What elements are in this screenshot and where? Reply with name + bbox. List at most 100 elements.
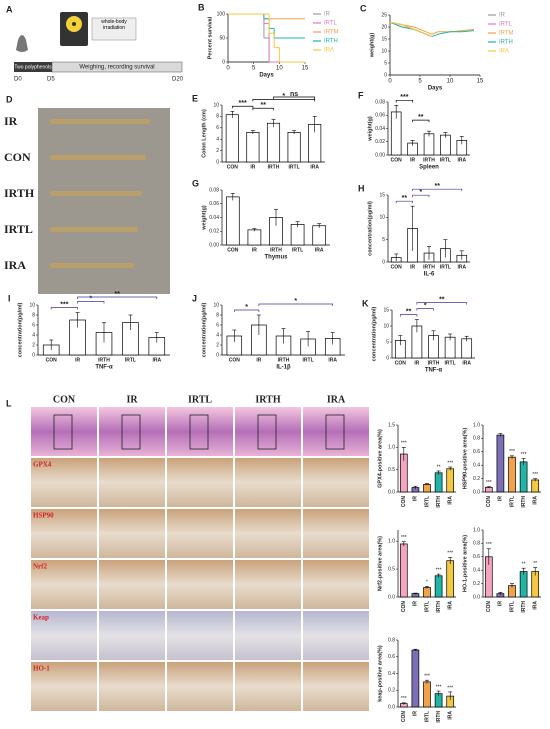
y-tick-label: 5 (386, 339, 389, 345)
y-tick-label: 5 (382, 237, 385, 243)
irradiation-label: whole-body irradiation (101, 19, 127, 31)
x-tick-label: IRTL (292, 247, 303, 253)
y-tick-label: 0 (216, 352, 219, 358)
photo-label: IRA (4, 258, 26, 272)
y-tick-label: 100 (217, 11, 226, 17)
y-tick-label: 0.04 (209, 215, 219, 221)
y-tick-label: 0.5 (388, 467, 395, 473)
y-axis-label: concentration(pg/ml) (201, 302, 207, 357)
y-tick-label: 0 (386, 355, 389, 361)
y-tick-label: 0.8 (388, 637, 395, 643)
panel-label: B (198, 2, 205, 12)
y-tick-label: 1.0 (388, 445, 395, 451)
y-axis-label: HSP90-positive area(%) (462, 428, 468, 490)
bar (287, 132, 301, 163)
day-label: D20 (172, 77, 184, 83)
tissue-image (303, 560, 369, 609)
x-tick-label: IRA (462, 360, 471, 366)
x-tick-label: CON (46, 357, 58, 363)
x-tick-label: IR (414, 360, 419, 366)
x-tick-label: IRTL (424, 711, 430, 722)
x-tick-label: IR (413, 711, 419, 716)
significance: *** (60, 301, 68, 308)
significance: ** (434, 183, 440, 190)
bar (484, 486, 493, 493)
y-tick-label: 1.0 (388, 538, 395, 544)
tissue-image (99, 560, 165, 609)
bar (423, 681, 431, 708)
y-tick-label: 1.5 (388, 422, 395, 428)
colon-strip (50, 263, 134, 268)
bar (531, 479, 540, 493)
photo-label: IRTL (4, 222, 33, 236)
tissue-image (31, 611, 97, 660)
row-label: HSP90 (33, 512, 54, 520)
x-tick-label: 10 (276, 66, 283, 72)
x-axis-label: Spleen (419, 165, 439, 171)
bar (225, 196, 240, 246)
bar (519, 571, 528, 598)
tissue-image (303, 662, 369, 711)
row-label: GPX4 (33, 461, 52, 469)
x-tick-label: CON (391, 264, 403, 270)
tissue-image (31, 509, 97, 558)
y-tick-label: 0.08 (375, 99, 385, 105)
x-tick-label: IRA (533, 496, 539, 505)
tissue-image (303, 611, 369, 660)
y-tick-label: 25 (381, 12, 387, 18)
x-tick-label: IRTH (268, 164, 280, 170)
x-tick-label: CON (401, 601, 407, 613)
significance: * (419, 189, 422, 196)
y-axis-label: concentration(pg/ml) (371, 306, 377, 361)
y-axis-label: weight(g) (367, 116, 373, 142)
y-tick-label: 6 (216, 125, 219, 131)
significance-bracket (412, 188, 463, 192)
x-tick-label: CON (401, 496, 407, 508)
tissue-image (235, 560, 301, 609)
significance: *** (239, 100, 247, 107)
x-tick-label: CON (486, 601, 492, 613)
bar (266, 122, 281, 163)
x-tick-label: CON (391, 157, 403, 163)
significance: * (426, 580, 428, 586)
zoom-box (53, 414, 73, 450)
x-tick-label: IRA (533, 601, 539, 610)
significance: *** (486, 480, 492, 486)
row-label: Nrf2 (33, 563, 47, 571)
y-tick-label: 50 (219, 35, 225, 41)
x-tick-label: IRTL (125, 357, 136, 363)
y-axis-label: weight(g) (201, 205, 207, 231)
x-tick-label: IRTL (424, 601, 430, 612)
day-label: D5 (47, 77, 55, 83)
column-label: CON (53, 394, 76, 405)
x-tick-label: IRA (328, 357, 337, 363)
y-tick-label: 0.0 (473, 594, 480, 600)
x-tick-label: CON (486, 496, 492, 508)
y-tick-label: 0.06 (375, 113, 385, 119)
y-axis-label: weight(g) (369, 33, 375, 59)
y-tick-label: 0.04 (375, 126, 385, 132)
y-tick-label: 0 (382, 259, 385, 265)
panel-label: J (192, 293, 197, 303)
significance-bracket (50, 307, 78, 310)
y-tick-label: 0.02 (209, 229, 219, 235)
bar (496, 434, 505, 493)
day-label: D0 (14, 77, 22, 83)
x-tick-label: IRTL (509, 496, 515, 507)
significance: *** (401, 696, 407, 702)
significance: ** (406, 308, 412, 315)
x-tick-label: IR (413, 496, 419, 501)
significance-bracket (252, 107, 274, 111)
significance-bracket (416, 302, 468, 305)
panel-label: D (6, 94, 13, 104)
significance: * (294, 298, 297, 305)
x-tick-label: IRTL (303, 357, 314, 363)
x-tick-label: CON (395, 360, 407, 366)
bar (461, 338, 473, 359)
significance: ** (402, 195, 408, 202)
column-label: IRTL (188, 394, 212, 405)
tissue-image (167, 662, 233, 711)
y-tick-label: 5 (384, 60, 387, 66)
y-tick-label: 4 (32, 332, 35, 338)
